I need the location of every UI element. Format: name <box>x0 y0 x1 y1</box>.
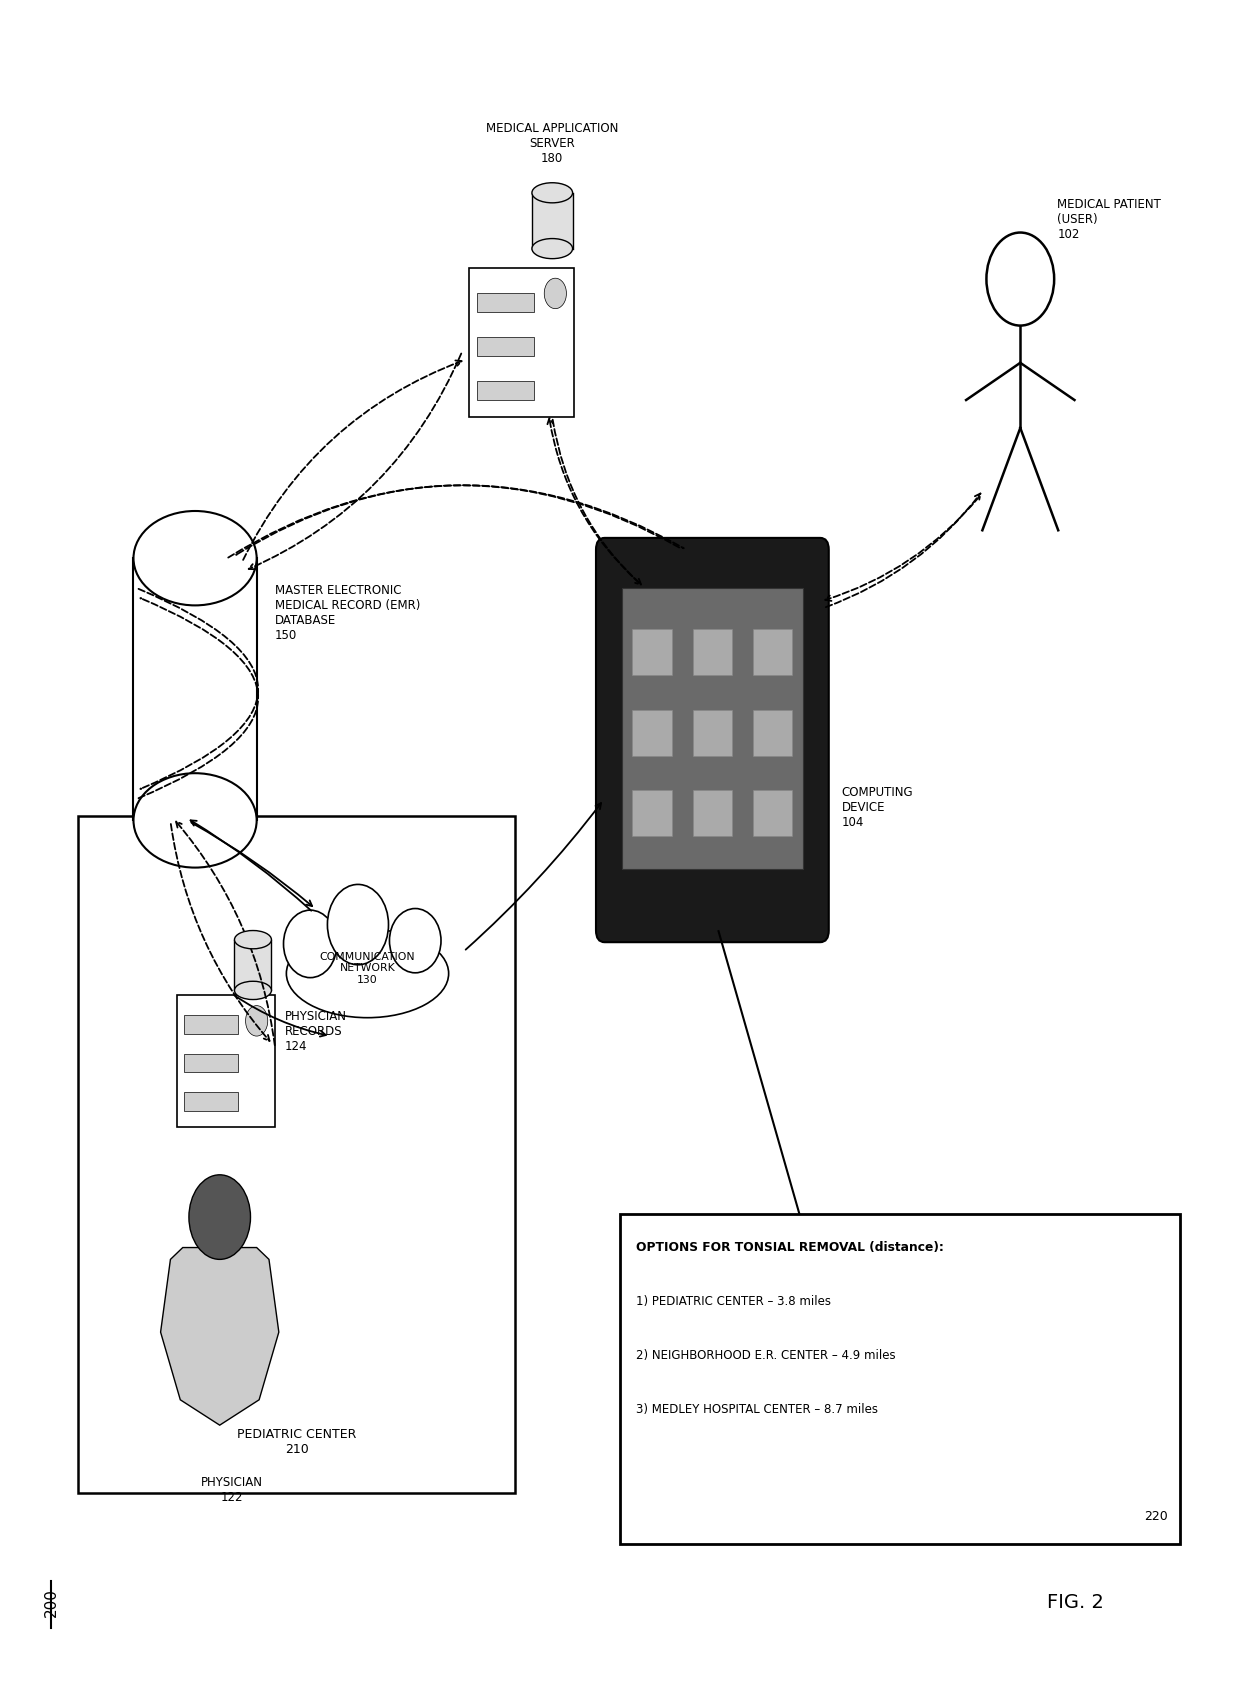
FancyBboxPatch shape <box>596 537 828 942</box>
Bar <box>476 381 534 400</box>
Text: PHYSICIAN
122: PHYSICIAN 122 <box>201 1476 263 1504</box>
Text: COMMUNICATION
NETWORK
130: COMMUNICATION NETWORK 130 <box>320 952 415 984</box>
Circle shape <box>987 233 1054 326</box>
Bar <box>753 629 792 675</box>
Text: COMPUTING
DEVICE
104: COMPUTING DEVICE 104 <box>842 785 914 830</box>
FancyArrowPatch shape <box>139 588 258 789</box>
Circle shape <box>188 1175 250 1260</box>
Text: MASTER ELECTRONIC
MEDICAL RECORD (EMR)
DATABASE
150: MASTER ELECTRONIC MEDICAL RECORD (EMR) D… <box>275 585 420 643</box>
Text: FIG. 2: FIG. 2 <box>1048 1593 1104 1612</box>
Bar <box>632 711 672 755</box>
Bar <box>469 269 574 416</box>
Bar <box>632 790 672 836</box>
Bar <box>176 996 275 1127</box>
Text: 200: 200 <box>43 1588 58 1617</box>
Ellipse shape <box>134 512 257 605</box>
Bar <box>134 558 257 821</box>
Ellipse shape <box>532 182 573 202</box>
Ellipse shape <box>234 930 272 949</box>
Bar <box>78 816 516 1493</box>
FancyArrowPatch shape <box>236 486 680 554</box>
Bar <box>621 588 804 869</box>
Bar <box>234 940 272 991</box>
FancyArrowPatch shape <box>139 598 258 799</box>
Bar <box>693 711 732 755</box>
Bar <box>476 337 534 355</box>
Bar <box>184 1091 238 1110</box>
Polygon shape <box>161 1248 279 1425</box>
Text: 220: 220 <box>1145 1510 1168 1523</box>
Bar <box>693 790 732 836</box>
Ellipse shape <box>389 908 441 972</box>
Ellipse shape <box>286 930 449 1018</box>
Bar <box>184 1054 238 1073</box>
Bar <box>632 629 672 675</box>
Ellipse shape <box>234 981 272 1000</box>
Circle shape <box>246 1006 268 1035</box>
Bar <box>753 711 792 755</box>
Ellipse shape <box>327 884 388 966</box>
Bar <box>620 1214 1180 1544</box>
Text: MEDICAL PATIENT
(USER)
102: MEDICAL PATIENT (USER) 102 <box>1058 197 1161 241</box>
Circle shape <box>544 279 567 309</box>
Bar <box>693 629 732 675</box>
Text: MEDICAL APPLICATION
SERVER
180: MEDICAL APPLICATION SERVER 180 <box>486 122 619 165</box>
Text: PEDIATRIC CENTER
210: PEDIATRIC CENTER 210 <box>237 1428 356 1455</box>
Bar <box>476 294 534 313</box>
FancyArrowPatch shape <box>228 484 683 558</box>
Ellipse shape <box>532 238 573 258</box>
Ellipse shape <box>284 910 337 977</box>
Text: 1) PEDIATRIC CENTER – 3.8 miles: 1) PEDIATRIC CENTER – 3.8 miles <box>636 1295 831 1307</box>
Bar <box>753 790 792 836</box>
Bar <box>532 192 573 248</box>
Text: PHYSICIAN
RECORDS
124: PHYSICIAN RECORDS 124 <box>285 1010 347 1052</box>
Text: 3) MEDLEY HOSPITAL CENTER – 8.7 miles: 3) MEDLEY HOSPITAL CENTER – 8.7 miles <box>636 1402 878 1416</box>
Text: OPTIONS FOR TONSIAL REMOVAL (distance):: OPTIONS FOR TONSIAL REMOVAL (distance): <box>636 1241 944 1255</box>
Text: 2) NEIGHBORHOOD E.R. CENTER – 4.9 miles: 2) NEIGHBORHOOD E.R. CENTER – 4.9 miles <box>636 1350 895 1362</box>
Bar <box>184 1015 238 1034</box>
Ellipse shape <box>134 774 257 867</box>
